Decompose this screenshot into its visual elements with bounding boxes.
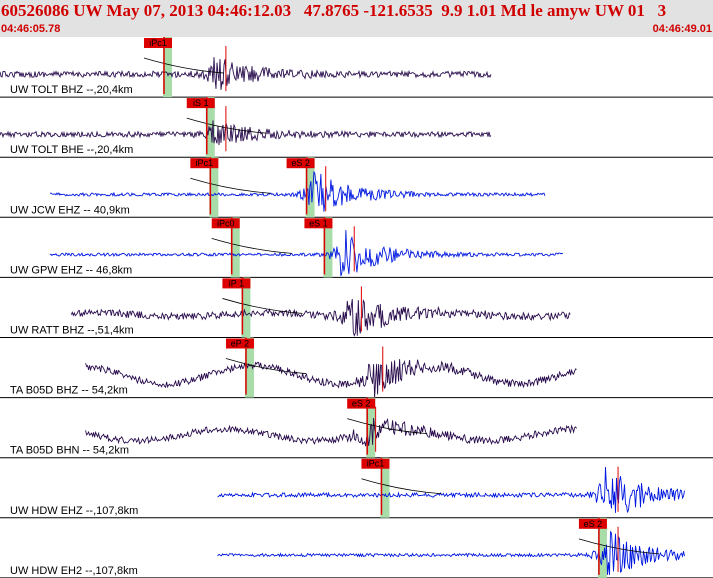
trace-row[interactable]: eP 2 TA B05D BHZ -- 54,2km — [0, 337, 713, 399]
time-end-label: 04:46:49.01 — [652, 23, 712, 35]
waveform-trace[interactable] — [49, 170, 546, 212]
pick-label-box[interactable] — [225, 338, 254, 349]
trace-row[interactable]: iPc1 UW HDW EHZ --,107,8km — [0, 457, 713, 519]
station-label: UW HDW EHZ --,107,8km — [10, 505, 138, 517]
station-label: UW RATT BHZ --,51,4km — [10, 325, 134, 337]
pick-label-box[interactable] — [304, 218, 333, 229]
pick-label: iPc1 — [196, 158, 214, 168]
station-label: UW GPW EHZ -- 46,8km — [10, 264, 132, 276]
travel-time-curve — [186, 117, 267, 134]
time-start-label: 04:46:05.78 — [1, 23, 61, 35]
waveform-trace[interactable] — [0, 120, 492, 146]
waveform-trace[interactable] — [70, 298, 571, 337]
waveform-trace[interactable] — [217, 530, 685, 575]
seismogram-panel[interactable]: iPc1 UW TOLT BHZ --,20,4km iS 1 UW TOLT BHE… — [0, 37, 713, 578]
travel-time-curve — [361, 478, 442, 495]
pick-label-box[interactable] — [190, 158, 219, 169]
waveform-trace[interactable] — [0, 57, 492, 90]
travel-time-curve — [225, 358, 307, 374]
trace-row[interactable]: iS 1 UW TOLT BHE --,20,4km — [0, 97, 713, 158]
travel-time-curve — [222, 298, 303, 314]
pick-label-box[interactable] — [143, 38, 172, 48]
pick-label: iP 1 — [229, 278, 244, 288]
event-header: 60526086 UW May 07, 2013 04:46:12.03 47.… — [0, 0, 713, 37]
station-label: UW JCW EHZ -- 40,9km — [10, 204, 130, 216]
trace-row[interactable]: iP 1 UW RATT BHZ --,51,4km — [0, 277, 713, 338]
travel-time-curve — [143, 57, 225, 74]
waveform-trace[interactable] — [49, 230, 563, 277]
pick-label-box[interactable] — [578, 518, 607, 529]
pick-label: iPc1 — [149, 38, 167, 48]
pick-window — [205, 97, 215, 158]
pick-label-box[interactable] — [186, 98, 215, 109]
pick-window — [244, 337, 254, 398]
trace-row[interactable]: iPc0 eS 1 UW GPW EHZ -- 46,8km — [0, 217, 713, 278]
pick-label: eP 2 — [231, 339, 249, 349]
waveform-trace[interactable] — [85, 359, 577, 398]
event-summary-title: 60526086 UW May 07, 2013 04:46:12.03 47.… — [1, 1, 667, 20]
pick-window — [380, 457, 390, 518]
pick-window — [209, 157, 219, 218]
waveform-trace[interactable] — [217, 466, 685, 513]
waveform-trace[interactable] — [85, 417, 577, 447]
pick-window — [241, 277, 251, 338]
travel-time-curve — [347, 418, 428, 435]
station-label: UW TOLT BHZ --,20,4km — [10, 84, 133, 96]
travel-time-curve — [190, 177, 271, 194]
trace-row[interactable]: eS 2 TA B05D BHN -- 54,2km — [0, 397, 713, 459]
pick-label-box[interactable] — [347, 398, 376, 409]
travel-time-curve — [211, 237, 292, 254]
pick-label-box[interactable] — [222, 278, 251, 289]
station-label: TA B05D BHN -- 54,2km — [10, 445, 129, 457]
travel-time-curve — [578, 538, 659, 555]
pick-label: eS 2 — [352, 399, 371, 409]
pick-window — [323, 217, 333, 278]
pick-label: eS 2 — [584, 519, 603, 529]
pick-window — [230, 217, 240, 278]
station-label: TA B05D BHZ -- 54,2km — [10, 385, 128, 397]
pick-label: iPc1 — [367, 459, 385, 469]
pick-label-box[interactable] — [286, 158, 315, 169]
pick-window — [162, 37, 172, 98]
pick-label: eS 2 — [291, 158, 310, 168]
trace-row[interactable]: iPc1 eS 2 UW JCW EHZ -- 40,9km — [0, 157, 713, 218]
pick-label: eS 1 — [309, 218, 328, 228]
station-label: UW TOLT BHE --,20,4km — [10, 144, 133, 156]
pick-label-box[interactable] — [361, 458, 390, 469]
trace-row[interactable]: eS 2 UW HDW EH2 --,107,8km — [0, 517, 713, 578]
pick-window — [597, 517, 607, 578]
station-label: UW HDW EH2 --,107,8km — [10, 565, 138, 577]
trace-row[interactable]: iPc1 UW TOLT BHZ --,20,4km — [0, 37, 713, 98]
pick-label-box[interactable] — [211, 218, 240, 229]
pick-label: iS 1 — [193, 98, 209, 108]
pick-label: iPc0 — [217, 218, 235, 228]
